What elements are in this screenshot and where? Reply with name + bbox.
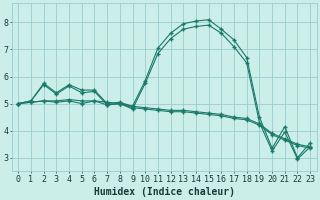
X-axis label: Humidex (Indice chaleur): Humidex (Indice chaleur) bbox=[94, 186, 235, 197]
